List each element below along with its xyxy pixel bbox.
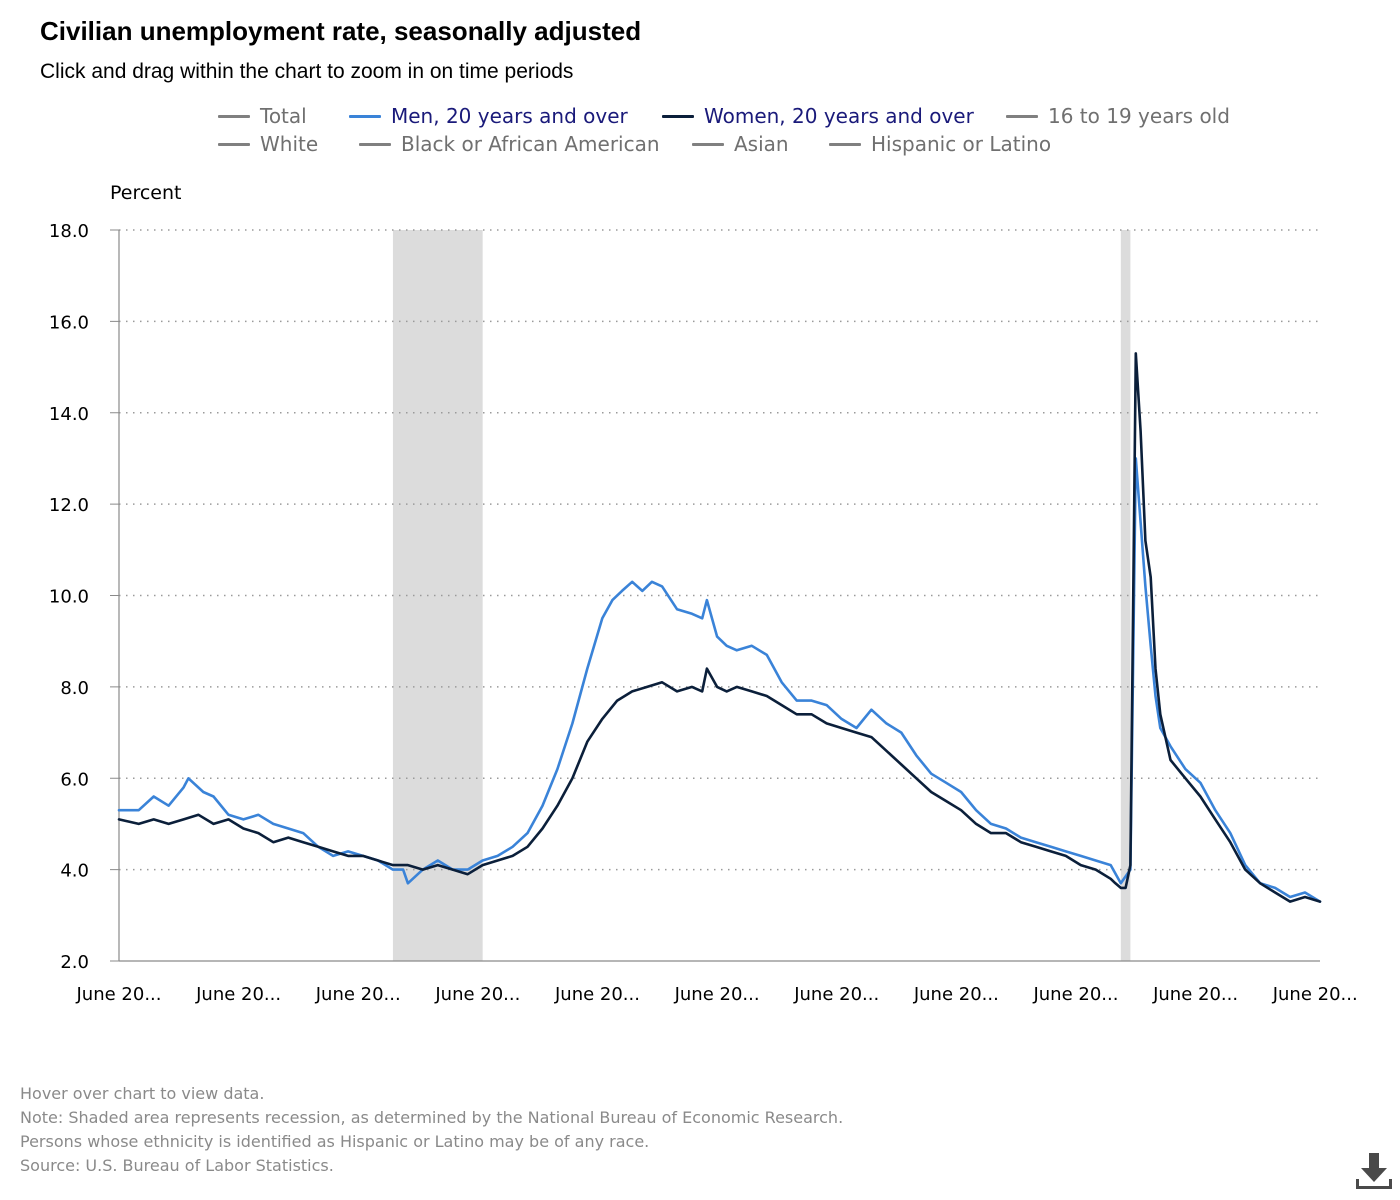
x-tick-label: June 20... — [195, 984, 281, 1005]
series-line-women — [117, 352, 1322, 903]
download-button[interactable] — [1354, 1150, 1394, 1192]
note-hover: Hover over chart to view data. — [20, 1084, 265, 1103]
recession-band-2 — [1120, 230, 1131, 961]
y-tick-label: 14.0 — [49, 404, 89, 425]
legend-label-women: Women, 20 years and over — [704, 104, 974, 128]
legend-swatch-asian — [692, 142, 724, 146]
series-line-men — [117, 457, 1322, 903]
recession-band-1 — [392, 230, 483, 961]
x-tick-label: June 20... — [913, 984, 999, 1005]
x-axis: June 20... June 20... June 20... June 20...… — [76, 960, 1358, 1005]
x-tick-label: June 20... — [554, 984, 640, 1005]
legend-item-asian[interactable]: Asian — [692, 132, 789, 156]
x-tick-label: June 20... — [1032, 984, 1118, 1005]
legend-item-hispanic[interactable]: Hispanic or Latino — [829, 132, 1051, 156]
legend-item-black[interactable]: Black or African American — [359, 132, 660, 156]
legend-swatch-white — [218, 142, 250, 146]
chart-notes: Hover over chart to view data. Note: Sha… — [20, 1082, 843, 1178]
y-tick-label: 10.0 — [49, 587, 89, 608]
chart-title: Civilian unemployment rate, seasonally a… — [40, 16, 642, 46]
line-chart[interactable]: Percent 2.0 4.0 6.0 8.0 10.0 12.0 14.0 16.0 18.0… — [0, 170, 1400, 1030]
legend-label-teens: 16 to 19 years old — [1048, 104, 1230, 128]
note-hispanic: Persons whose ethnicity is identified as… — [20, 1132, 650, 1151]
legend-item-total[interactable]: Total — [218, 104, 307, 128]
legend-swatch-women — [662, 114, 694, 118]
y-axis-label: Percent — [110, 182, 182, 204]
x-tick-label: June 20... — [674, 984, 760, 1005]
legend-label-men: Men, 20 years and over — [391, 104, 628, 128]
x-tick-label: June 20... — [76, 984, 162, 1005]
legend-swatch-hispanic — [829, 142, 861, 146]
note-source: Source: U.S. Bureau of Labor Statistics. — [20, 1156, 334, 1175]
legend-label-black: Black or African American — [401, 132, 660, 156]
y-tick-label: 16.0 — [49, 312, 89, 333]
x-tick-label: June 20... — [793, 984, 879, 1005]
x-tick-label: June 20... — [315, 984, 401, 1005]
legend-swatch-teens — [1006, 114, 1038, 118]
x-tick-label: June 20... — [1272, 984, 1358, 1005]
legend-swatch-black — [359, 142, 391, 146]
x-tick-label: June 20... — [434, 984, 520, 1005]
download-icon — [1356, 1153, 1392, 1189]
chart-subtitle: Click and drag within the chart to zoom … — [40, 60, 574, 83]
legend-label-hispanic: Hispanic or Latino — [871, 132, 1052, 156]
legend-label-total: Total — [260, 104, 307, 128]
legend-swatch-total — [218, 114, 250, 118]
recession-shading — [392, 230, 1131, 961]
legend-label-asian: Asian — [734, 132, 789, 156]
y-axis: 2.0 4.0 6.0 8.0 10.0 12.0 14.0 16.0 18.0 — [49, 221, 120, 973]
y-tick-label: 8.0 — [60, 678, 89, 699]
y-tick-label: 4.0 — [60, 861, 89, 882]
y-tick-label: 6.0 — [60, 769, 89, 790]
note-recession: Note: Shaded area represents recession, … — [20, 1108, 844, 1127]
legend-swatch-men — [349, 114, 381, 118]
y-tick-label: 18.0 — [49, 221, 89, 242]
gridlines — [119, 229, 1320, 871]
legend-item-women[interactable]: Women, 20 years and over — [662, 104, 974, 128]
legend-item-men[interactable]: Men, 20 years and over — [349, 104, 628, 128]
legend-item-white[interactable]: White — [218, 132, 318, 156]
legend-item-teens[interactable]: 16 to 19 years old — [1006, 104, 1230, 128]
legend-label-white: White — [260, 132, 319, 156]
series-lines — [117, 352, 1322, 903]
y-tick-label: 2.0 — [60, 952, 89, 973]
x-tick-label: June 20... — [1152, 984, 1238, 1005]
y-tick-label: 12.0 — [49, 495, 89, 516]
